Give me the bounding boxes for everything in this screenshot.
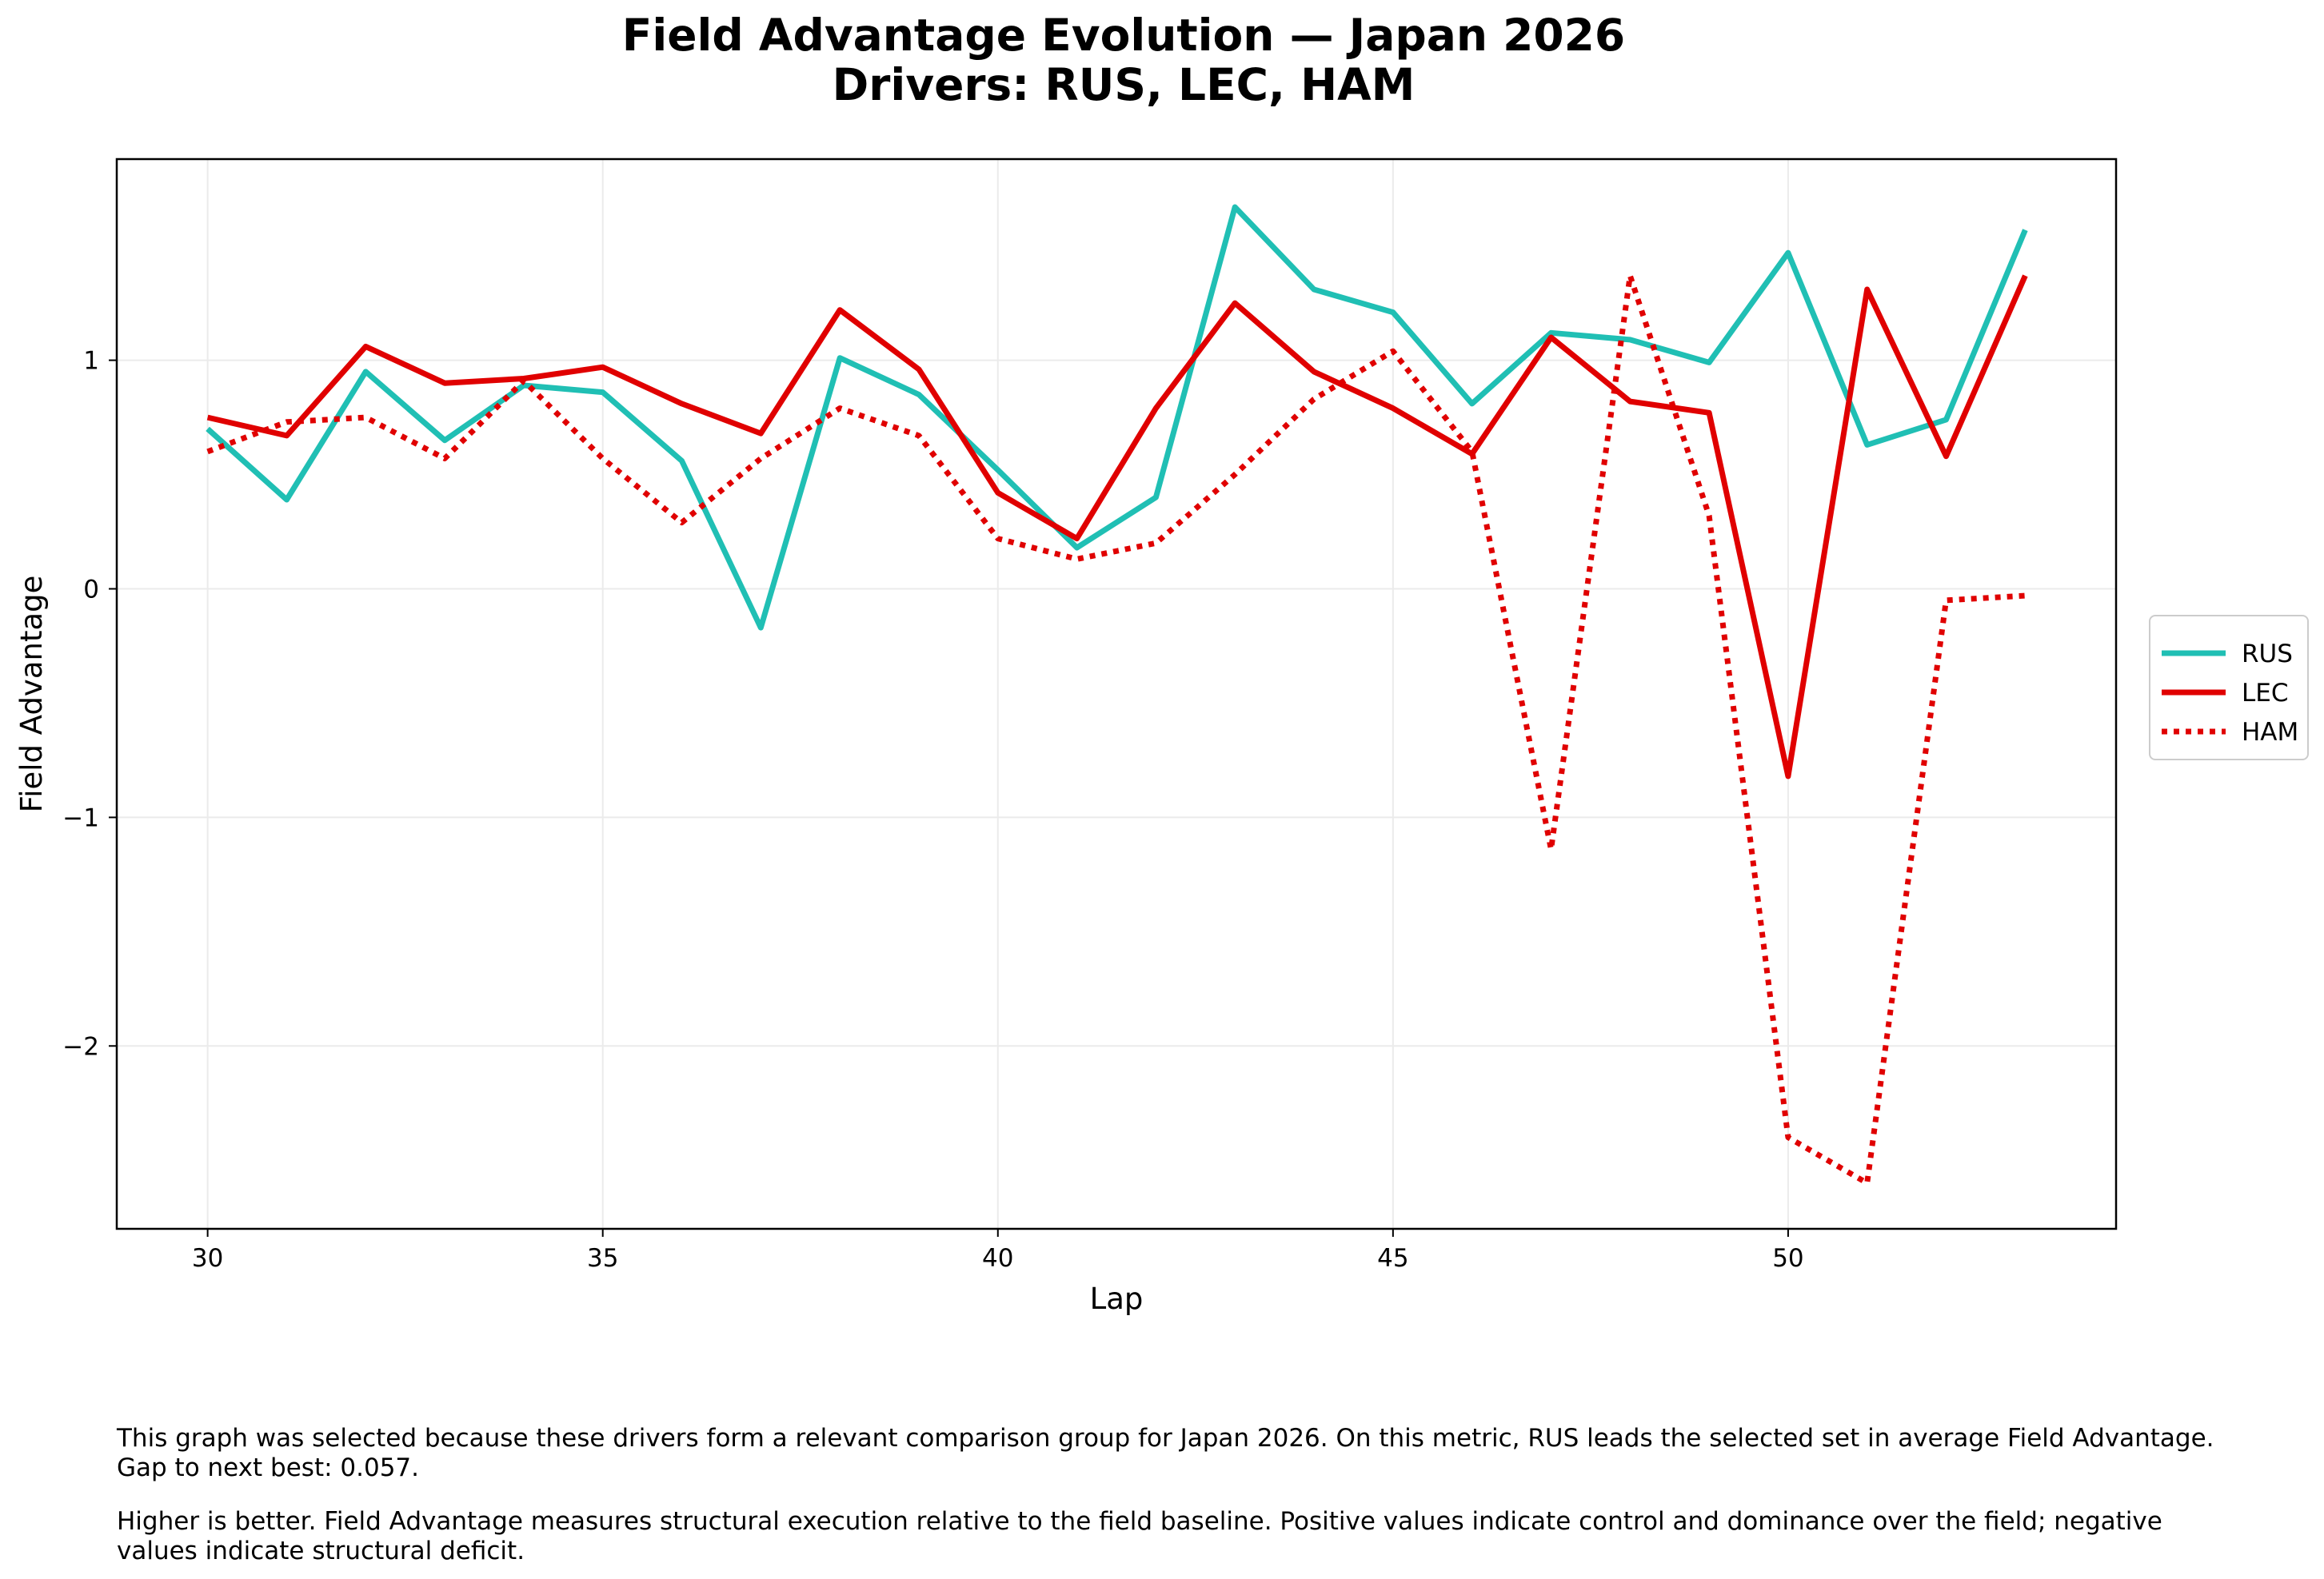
line-chart: 30 35 40 45 50 1 0 −1 −2 Lap Field Advantage RUS… xyxy=(14,158,2309,1316)
caption-note-1: This graph was selected because these dr… xyxy=(117,1424,2214,1482)
legend-label-rus: RUS xyxy=(2242,640,2293,668)
y-tick-label: −1 xyxy=(62,803,99,832)
y-tick-label: 0 xyxy=(83,575,99,604)
series-line-lec xyxy=(206,274,2028,780)
chart-title-line-2: Drivers: RUS, LEC, HAM xyxy=(832,59,1416,110)
series-line-rus xyxy=(206,204,2028,631)
x-tick-label: 45 xyxy=(1377,1244,1408,1273)
x-tick-label: 50 xyxy=(1772,1244,1803,1273)
series-line-ham xyxy=(206,273,2026,1186)
axis-ticks: 30 35 40 45 50 1 0 −1 −2 xyxy=(62,347,1803,1273)
y-axis-label: Field Advantage xyxy=(14,576,49,813)
series-lines xyxy=(206,204,2028,1186)
grid-lines xyxy=(117,159,2116,1229)
x-tick-label: 35 xyxy=(587,1244,618,1273)
legend: RUS LEC HAM xyxy=(2149,615,2309,760)
chart-title-line-1: Field Advantage Evolution — Japan 2026 xyxy=(621,10,1626,61)
x-axis-label: Lap xyxy=(1090,1282,1144,1316)
x-tick-label: 30 xyxy=(192,1244,223,1273)
legend-label-lec: LEC xyxy=(2242,679,2289,708)
x-tick-label: 40 xyxy=(982,1244,1013,1273)
y-tick-label: 1 xyxy=(83,347,99,376)
y-tick-label: −2 xyxy=(62,1032,99,1061)
legend-label-ham: HAM xyxy=(2242,718,2298,747)
caption-note-2: Higher is better. Field Advantage measur… xyxy=(117,1507,2162,1565)
plot-frame xyxy=(115,158,2118,1230)
